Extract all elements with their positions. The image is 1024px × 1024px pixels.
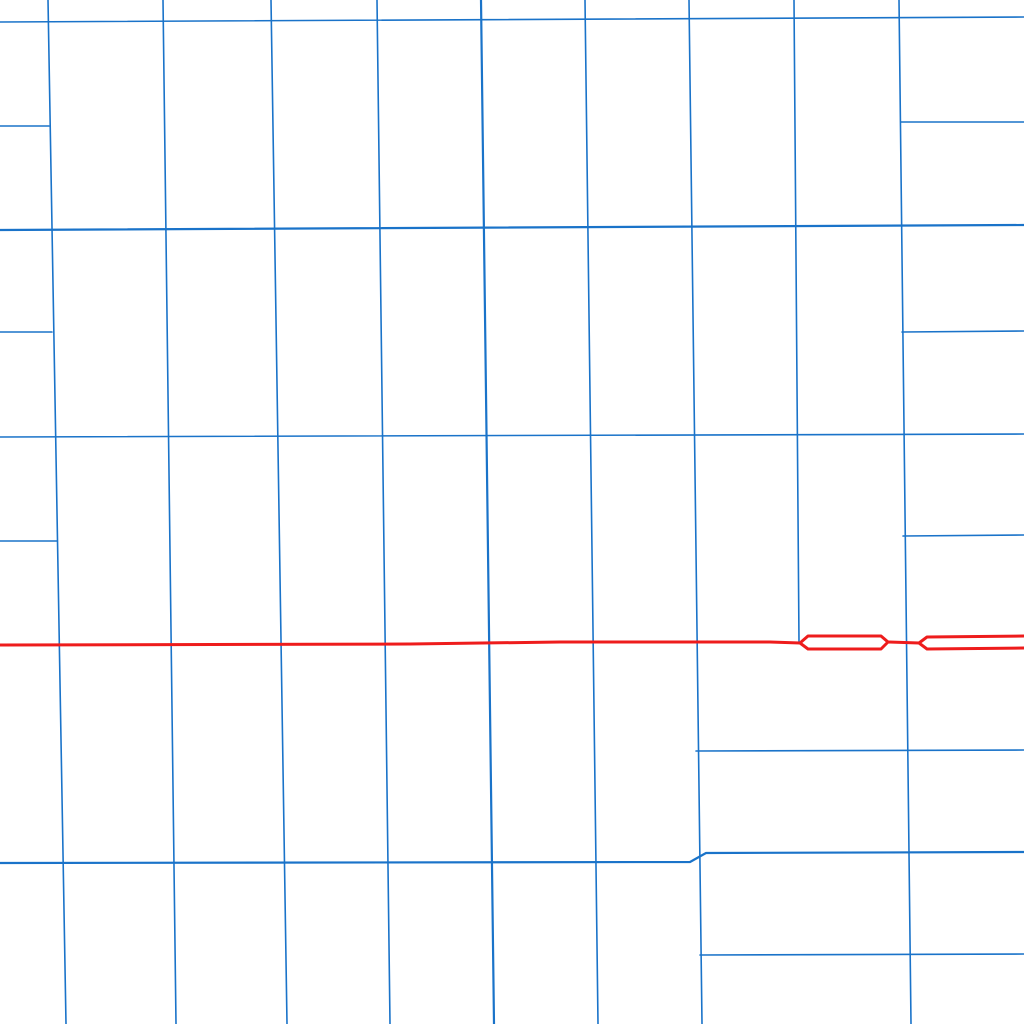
street[interactable] xyxy=(376,0,391,1024)
street[interactable] xyxy=(584,0,599,1024)
street[interactable] xyxy=(479,0,496,1024)
highway-road[interactable] xyxy=(886,640,921,645)
highway-road[interactable] xyxy=(0,640,802,647)
street[interactable] xyxy=(695,749,1024,752)
street[interactable] xyxy=(0,16,1024,23)
highway-divided-segment[interactable] xyxy=(917,634,1024,651)
street[interactable] xyxy=(270,0,288,1024)
street[interactable] xyxy=(901,330,1024,333)
street[interactable] xyxy=(688,0,703,1024)
street[interactable] xyxy=(902,534,1024,537)
street[interactable] xyxy=(793,0,800,643)
street[interactable] xyxy=(0,850,1024,865)
street[interactable] xyxy=(47,0,67,1024)
highway-divided-segment[interactable] xyxy=(798,634,890,651)
street[interactable] xyxy=(898,0,912,1024)
highway xyxy=(0,634,1024,651)
street[interactable] xyxy=(0,223,1024,232)
vertical-streets xyxy=(47,0,912,1024)
street[interactable] xyxy=(162,0,177,1024)
street[interactable] xyxy=(699,953,1024,956)
street[interactable] xyxy=(0,433,1024,438)
horizontal-streets xyxy=(0,16,1024,956)
